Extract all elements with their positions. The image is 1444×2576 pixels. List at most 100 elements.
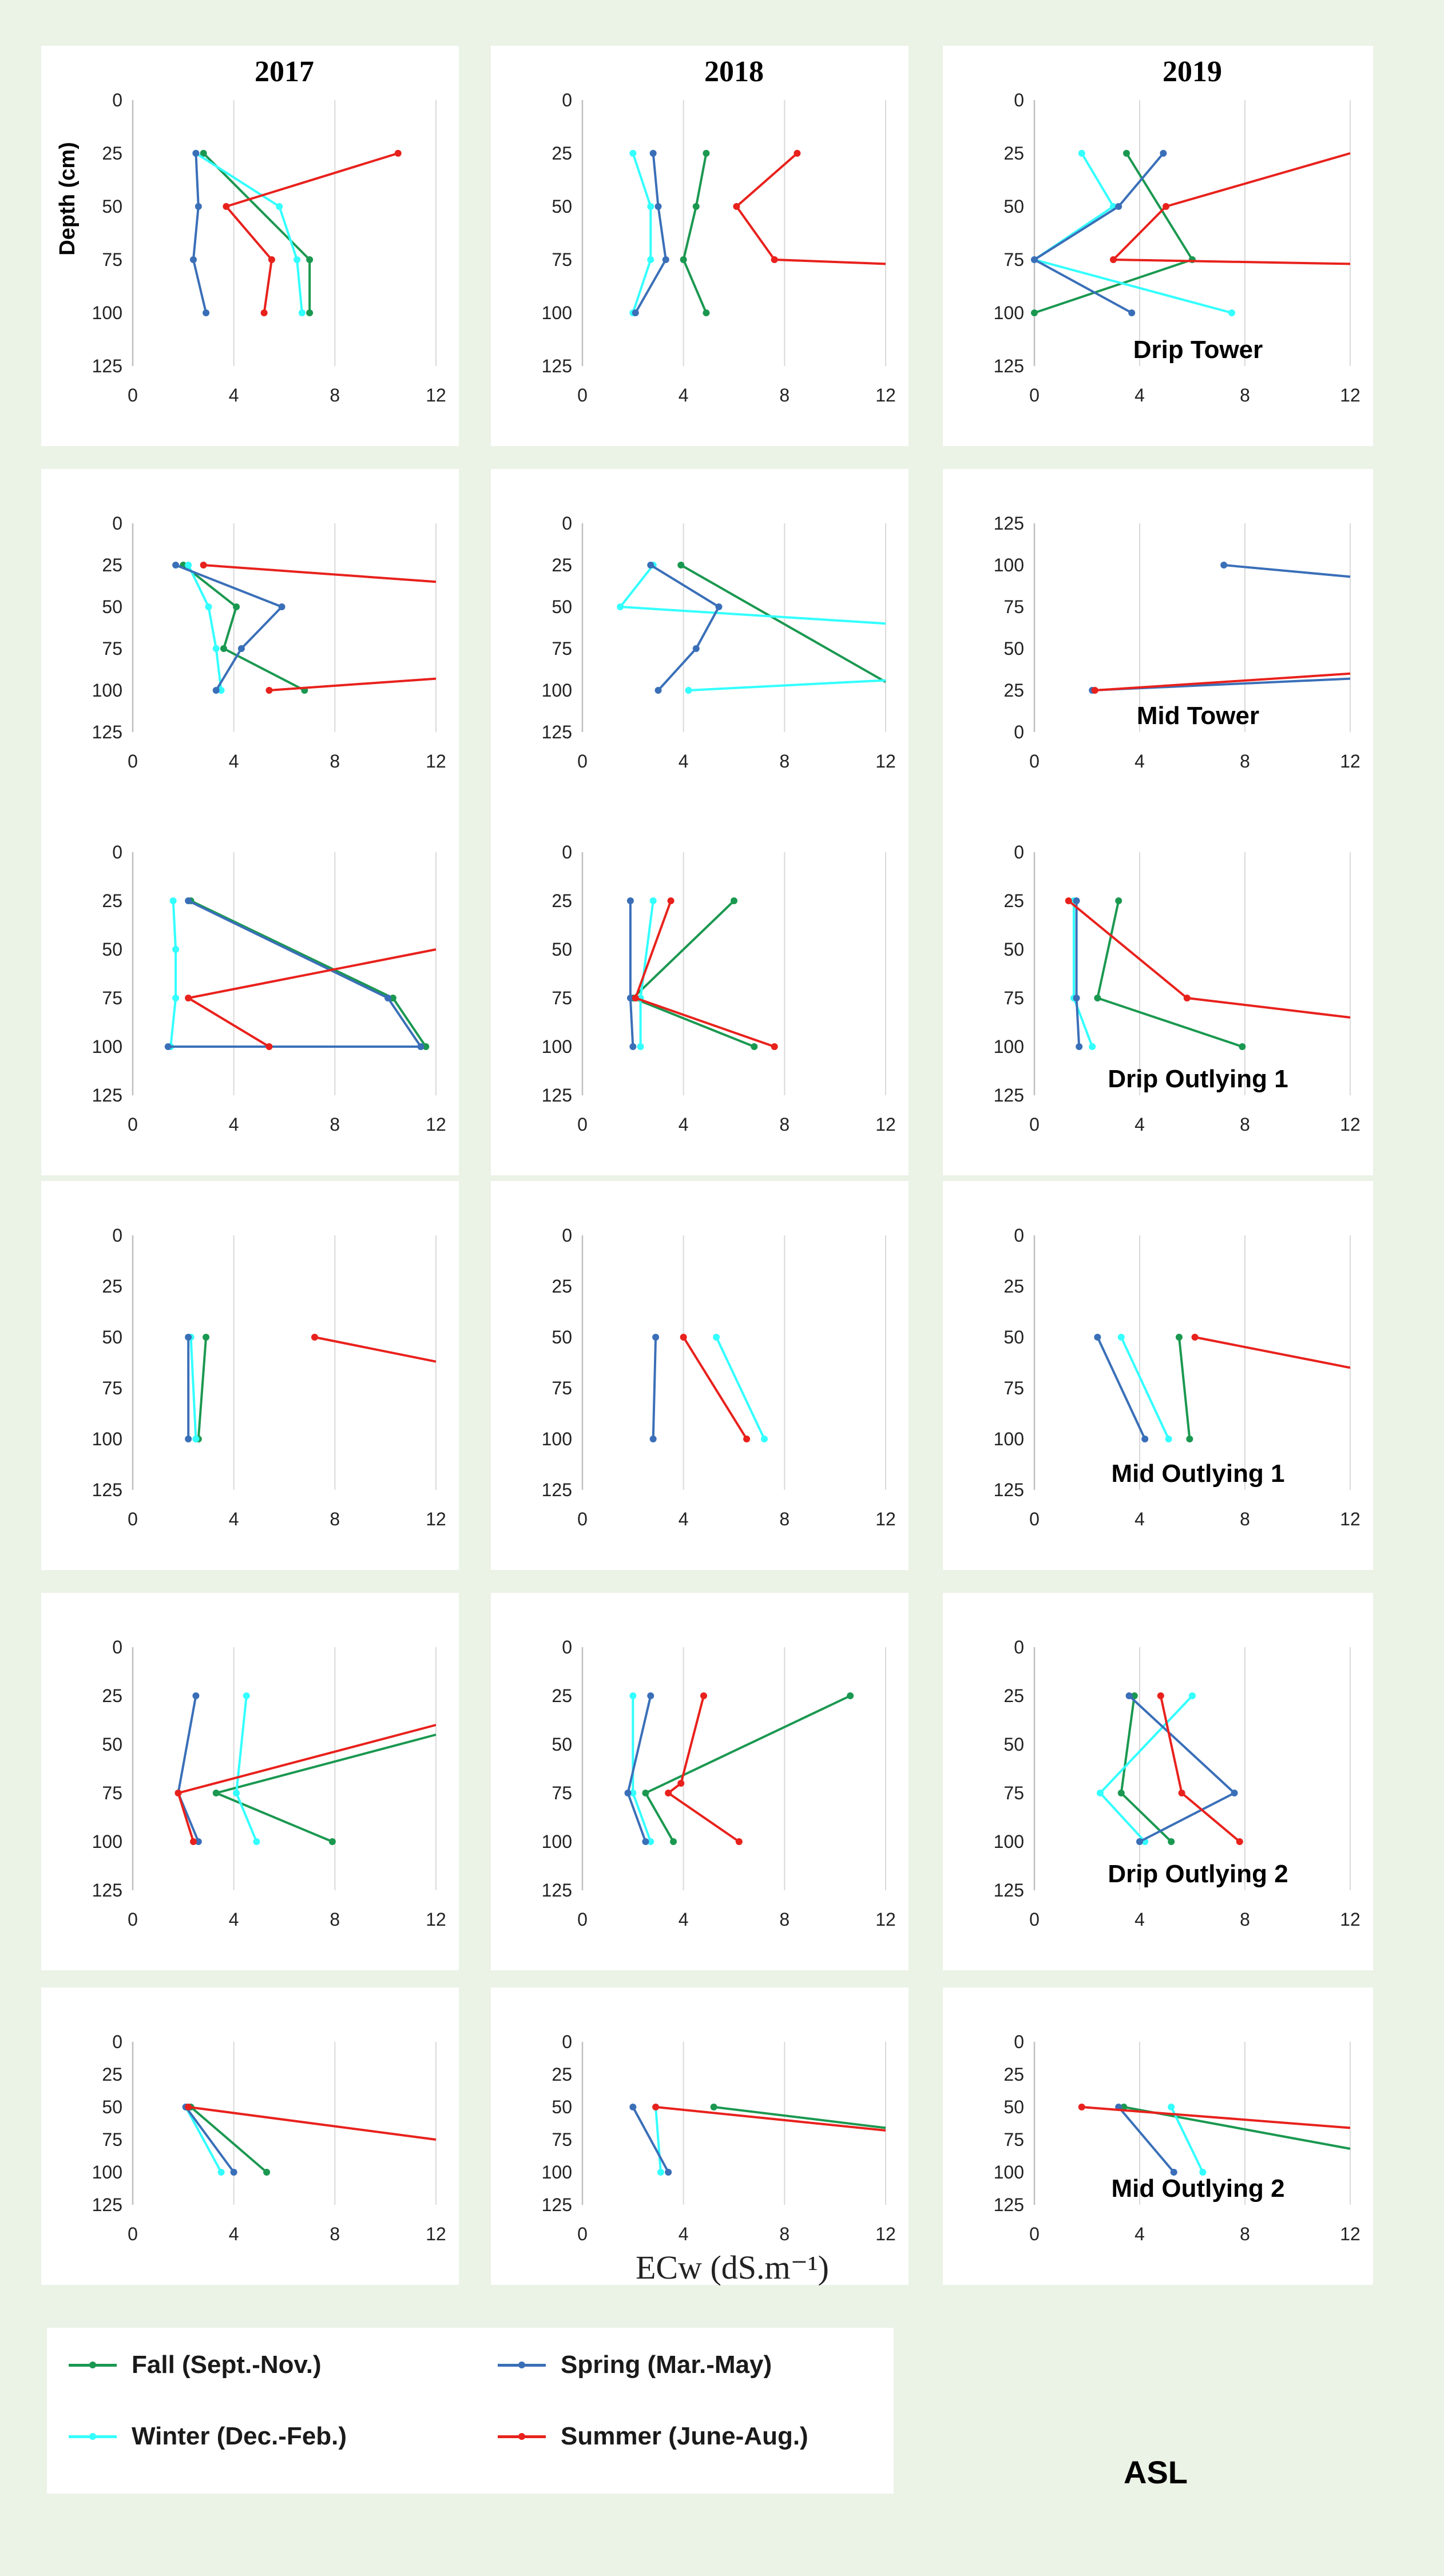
y-tick-label: 75: [102, 1378, 122, 1398]
x-tick-label: 12: [426, 1909, 446, 1930]
series-line-summer: [1112, 152, 1351, 265]
x-tick-label: 12: [1340, 1909, 1360, 1930]
chart-panel: 0 25 50 75 100 125 0 4 8 12 Mid Outlying 2: [943, 1987, 1373, 2285]
data-point-spring: [649, 150, 657, 157]
series-line-fall: [203, 152, 311, 313]
y-tick-label: 75: [552, 988, 572, 1008]
data-point-spring: [185, 897, 192, 904]
x-tick-label: 4: [1134, 751, 1145, 772]
data-point-winter: [253, 1838, 260, 1845]
data-point-winter: [629, 1692, 637, 1699]
data-point-spring: [278, 603, 285, 610]
data-point-fall: [1123, 150, 1130, 157]
series-line-winter: [187, 565, 223, 691]
data-point-winter: [205, 603, 212, 610]
data-point-winter: [169, 897, 177, 904]
y-tick-label: 125: [92, 1480, 122, 1500]
x-tick-label: 12: [875, 1909, 896, 1930]
data-point-fall: [263, 2169, 271, 2176]
series-line-spring: [629, 901, 634, 1047]
data-point-fall: [1168, 1838, 1175, 1845]
x-tick-label: 8: [779, 1509, 790, 1529]
y-tick-label: 125: [92, 1085, 122, 1106]
y-tick-label: 125: [92, 722, 122, 742]
y-tick-label: 50: [1003, 1327, 1024, 1347]
y-tick-label: 0: [112, 1637, 122, 1657]
y-tick-label: 75: [102, 2129, 122, 2150]
data-point-winter: [629, 150, 637, 157]
y-tick-label: 25: [102, 1685, 122, 1706]
data-point-summer: [632, 995, 639, 1001]
data-point-summer: [265, 687, 273, 694]
series-line-winter: [169, 900, 177, 1047]
x-tick-label: 8: [779, 1114, 790, 1135]
data-point-spring: [417, 1043, 425, 1050]
y-tick-label: 0: [1014, 722, 1024, 742]
y-tick-label: 100: [994, 303, 1024, 323]
y-tick-label: 125: [92, 1880, 122, 1901]
y-tick-label: 75: [1003, 1378, 1024, 1398]
data-point-fall: [670, 1838, 677, 1845]
chart-svg: 0 25 50 75 100 125 0 4 8 12: [92, 513, 446, 772]
y-tick-label: 100: [542, 2162, 572, 2183]
y-tick-label: 75: [1003, 2129, 1024, 2150]
x-axis-label: ECw (dS.m⁻¹): [635, 2249, 829, 2286]
data-point-spring: [192, 150, 200, 157]
data-point-winter: [185, 562, 192, 569]
y-tick-label: 50: [1003, 2097, 1024, 2117]
y-axis-label: Depth (cm): [55, 142, 80, 255]
x-tick-label: 4: [229, 751, 239, 772]
data-point-spring: [1128, 309, 1136, 316]
corner-label: ASL: [1124, 2454, 1188, 2490]
series-line-summer: [188, 2106, 437, 2141]
x-tick-label: 8: [330, 2224, 340, 2244]
chart-panel: 0 25 50 75 100 125 0 4 8 12 2019 Drip Tower: [943, 46, 1373, 446]
y-tick-label: 75: [1003, 988, 1024, 1008]
series-line-spring: [1224, 564, 1351, 578]
data-point-fall: [680, 256, 687, 263]
chart-panel: 0 25 50 75 100 125 0 4 8 12 2017 Depth (cm): [41, 46, 459, 446]
x-tick-label: 4: [1134, 1114, 1145, 1135]
y-tick-label: 25: [1003, 680, 1024, 701]
data-point-fall: [847, 1692, 854, 1699]
y-tick-label: 125: [994, 356, 1024, 376]
year-title: 2017: [255, 55, 314, 88]
x-tick-label: 0: [128, 2224, 138, 2244]
data-point-summer: [771, 1043, 778, 1050]
legend-label-winter: Winter (Dec.-Feb.): [132, 2422, 347, 2450]
series-line-winter: [654, 2106, 662, 2173]
series-line-spring: [634, 153, 667, 313]
data-point-winter: [276, 203, 283, 210]
y-tick-label: 25: [102, 143, 122, 164]
data-point-winter: [629, 1790, 637, 1796]
x-tick-label: 8: [1240, 751, 1250, 772]
data-point-winter: [1165, 1436, 1172, 1442]
data-point-spring: [195, 1838, 202, 1845]
chart-panel: 0 25 50 75 100 125 0 4 8 12: [491, 798, 909, 1175]
series-line-fall: [1096, 900, 1243, 1048]
data-point-fall: [1120, 2104, 1128, 2110]
data-point-winter: [617, 603, 624, 610]
series-line-spring: [1128, 1695, 1236, 1843]
data-point-spring: [172, 562, 180, 569]
data-point-winter: [647, 256, 654, 263]
y-tick-label: 25: [102, 891, 122, 911]
x-tick-label: 8: [330, 1909, 340, 1930]
data-point-spring: [185, 1436, 192, 1442]
data-point-winter: [1228, 309, 1235, 316]
y-tick-label: 50: [1003, 638, 1024, 659]
data-point-fall: [203, 1334, 210, 1341]
y-tick-label: 125: [994, 1480, 1024, 1500]
series-line-summer: [225, 152, 399, 313]
y-tick-label: 75: [102, 638, 122, 659]
data-point-winter: [649, 897, 657, 904]
data-point-winter: [1097, 1790, 1104, 1796]
data-point-spring: [384, 995, 392, 1001]
year-title: 2018: [704, 55, 764, 88]
x-tick-label: 12: [1340, 751, 1360, 772]
y-tick-label: 75: [552, 1378, 572, 1398]
data-point-summer: [1157, 1692, 1164, 1699]
data-point-fall: [710, 2104, 717, 2110]
y-tick-label: 50: [552, 196, 572, 217]
